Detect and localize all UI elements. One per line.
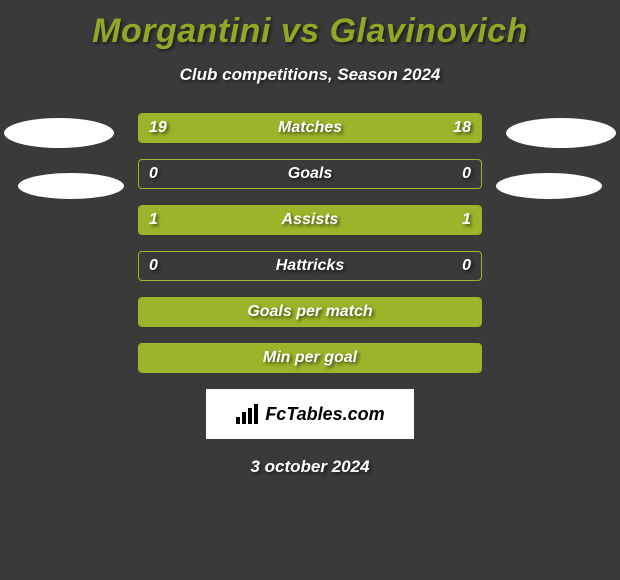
player-right-avatar-1 xyxy=(506,118,616,148)
stat-row: Goals per match xyxy=(138,297,482,327)
stat-label: Min per goal xyxy=(139,344,481,372)
stat-label: Hattricks xyxy=(139,252,481,280)
page-title: Morgantini vs Glavinovich xyxy=(0,0,620,51)
stat-bars: 1918Matches 00Goals 11Assists 00Hattricks Go… xyxy=(138,113,482,373)
stat-row: 00Hattricks xyxy=(138,251,482,281)
stat-row: 00Goals xyxy=(138,159,482,189)
comparison-area: 1918Matches 00Goals 11Assists 00Hattricks Go… xyxy=(0,113,620,477)
barchart-icon xyxy=(235,403,261,425)
player-left-avatar-1 xyxy=(4,118,114,148)
stat-label: Goals per match xyxy=(139,298,481,326)
date-text: 3 october 2024 xyxy=(0,457,620,477)
player-right-avatar-2 xyxy=(496,173,602,199)
stat-row: Min per goal xyxy=(138,343,482,373)
logo-box: FcTables.com xyxy=(206,389,414,439)
logo-text: FcTables.com xyxy=(265,404,384,425)
stat-row: 11Assists xyxy=(138,205,482,235)
stat-row: 1918Matches xyxy=(138,113,482,143)
stat-label: Matches xyxy=(139,114,481,142)
player-left-avatar-2 xyxy=(18,173,124,199)
stat-label: Assists xyxy=(139,206,481,234)
stat-label: Goals xyxy=(139,160,481,188)
page-subtitle: Club competitions, Season 2024 xyxy=(0,65,620,85)
